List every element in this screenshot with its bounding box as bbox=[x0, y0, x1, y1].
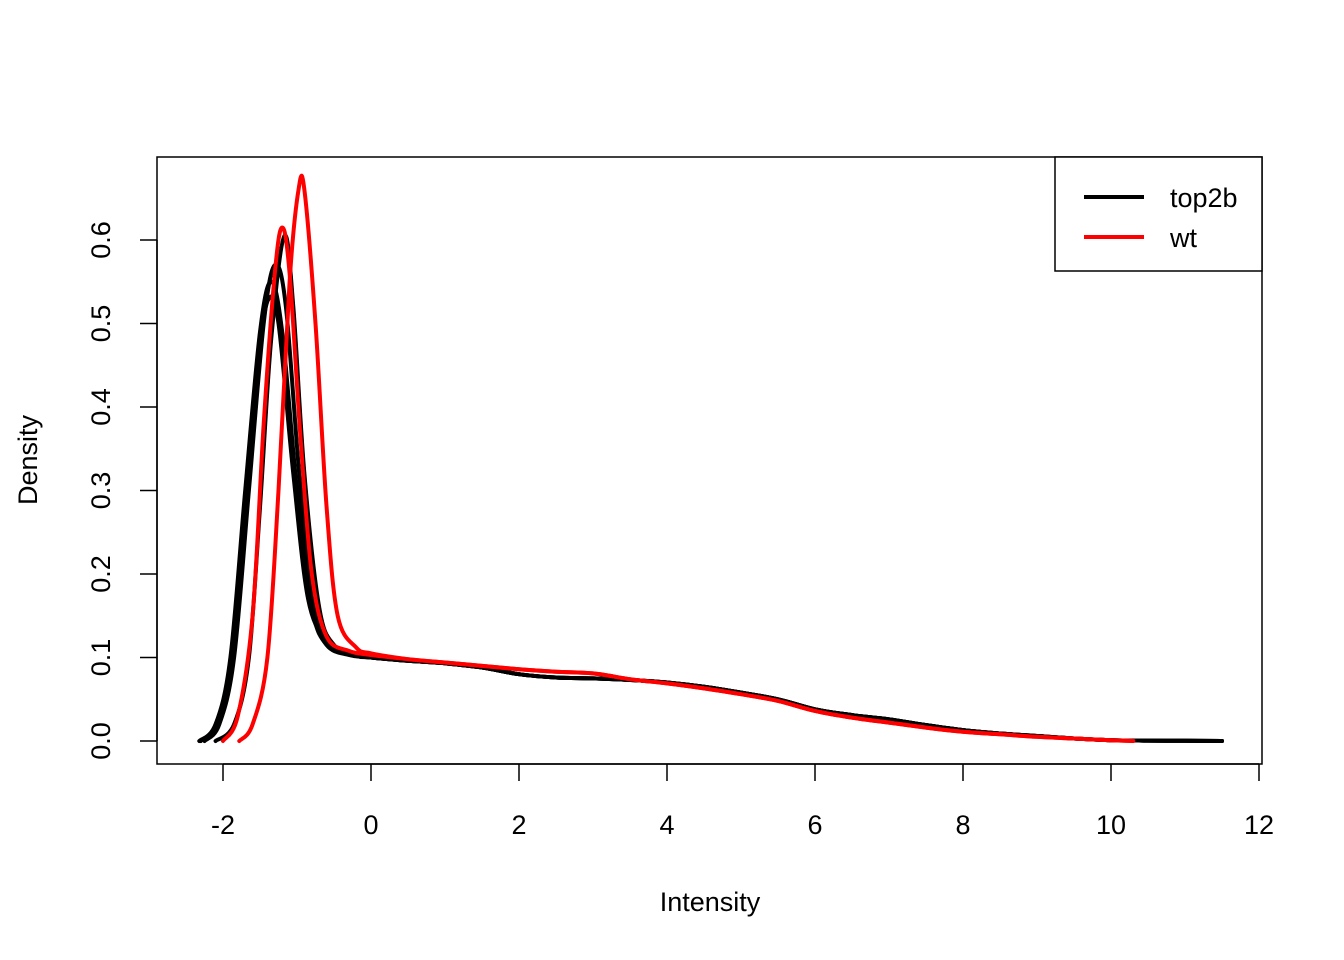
density-curve-top2b-2 bbox=[198, 294, 1224, 743]
x-tick-label: 10 bbox=[1096, 810, 1126, 840]
y-tick-label: 0.3 bbox=[86, 472, 116, 510]
x-tick-label: 8 bbox=[955, 810, 970, 840]
x-tick-label: 4 bbox=[659, 810, 674, 840]
legend: top2b wt bbox=[1054, 156, 1263, 272]
density-curve-wt-4 bbox=[221, 225, 1136, 743]
density-curve-top2b-0 bbox=[197, 279, 1224, 743]
x-tick-label: -2 bbox=[211, 810, 235, 840]
legend-label-top2b: top2b bbox=[1170, 183, 1238, 213]
x-tick-label: 12 bbox=[1244, 810, 1274, 840]
y-axis: 0.0 0.1 0.2 0.3 0.4 0.5 0.6 bbox=[86, 221, 158, 760]
y-tick-label: 0.5 bbox=[86, 305, 116, 343]
y-tick-label: 0.1 bbox=[86, 639, 116, 677]
x-tick-label: 6 bbox=[807, 810, 822, 840]
x-axis: -2 0 2 4 6 8 10 12 bbox=[211, 763, 1274, 840]
y-tick-label: 0.4 bbox=[86, 388, 116, 426]
legend-box bbox=[1054, 156, 1263, 272]
x-axis-label: Intensity bbox=[660, 887, 761, 917]
y-axis-label: Density bbox=[13, 414, 43, 505]
series-layer bbox=[197, 173, 1224, 743]
density-curve-wt-5 bbox=[237, 173, 1136, 743]
x-tick-label: 0 bbox=[363, 810, 378, 840]
x-tick-label: 2 bbox=[511, 810, 526, 840]
y-tick-label: 0.6 bbox=[86, 221, 116, 259]
legend-label-wt: wt bbox=[1169, 223, 1197, 253]
density-curve-top2b-3 bbox=[213, 233, 1224, 743]
density-curve-top2b-1 bbox=[202, 262, 1224, 743]
y-tick-label: 0.2 bbox=[86, 555, 116, 593]
y-tick-label: 0.0 bbox=[86, 722, 116, 760]
